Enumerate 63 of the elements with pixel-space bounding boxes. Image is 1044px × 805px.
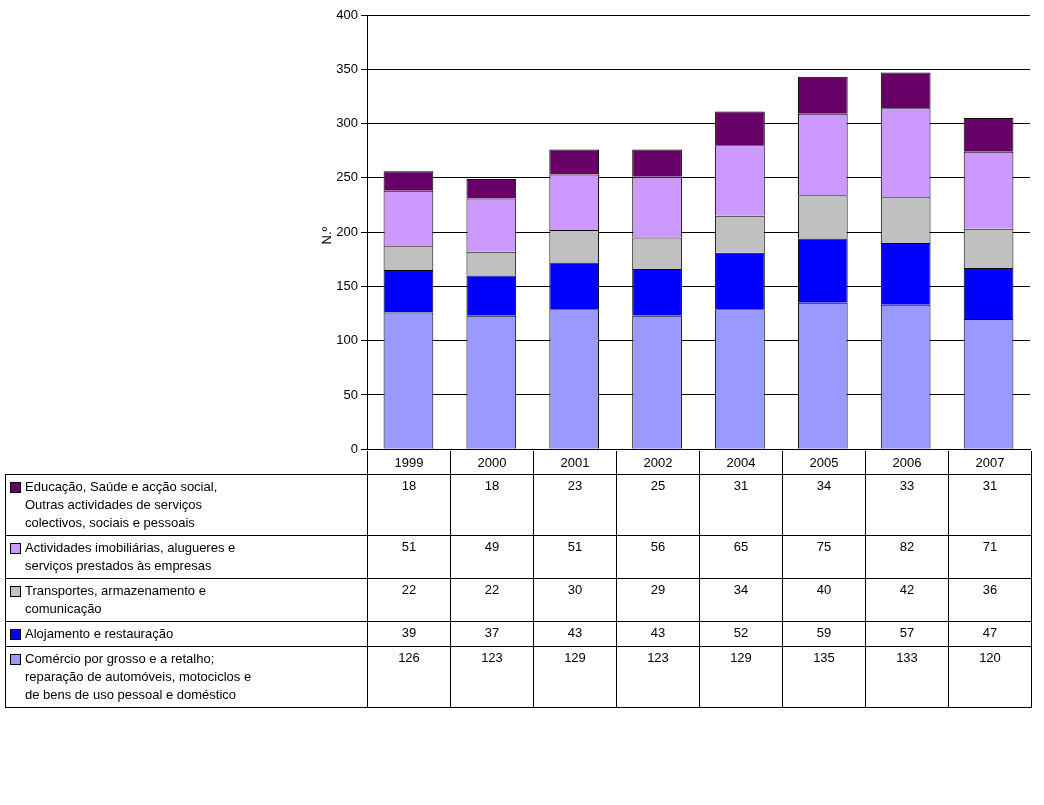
legend-label: Transportes, armazenamento e comunicação: [25, 582, 207, 618]
data-label: 43: [616, 621, 700, 647]
y-tick-label: 50: [343, 386, 358, 402]
data-label: 123: [450, 646, 534, 708]
data-label: 30: [533, 578, 617, 622]
data-label: 22: [450, 578, 534, 622]
y-tick-label: 0: [350, 440, 358, 456]
data-label: 33: [865, 474, 949, 536]
data-label: 129: [533, 646, 617, 708]
x-tick-label: 2004: [699, 451, 783, 475]
x-tick-label: 2005: [782, 451, 866, 475]
data-label: 39: [367, 621, 451, 647]
data-label: 36: [948, 578, 1032, 622]
data-label: 23: [533, 474, 617, 536]
data-label: 129: [699, 646, 783, 708]
data-label: 29: [616, 578, 700, 622]
x-tick-label: 1999: [367, 451, 451, 475]
data-label: 34: [699, 578, 783, 622]
y-tick-label: 100: [336, 332, 358, 348]
data-label: 43: [533, 621, 617, 647]
y-tick-label: 350: [336, 60, 358, 76]
x-tick-label: 2006: [865, 451, 949, 475]
data-label: 51: [533, 535, 617, 579]
data-label: 135: [782, 646, 866, 708]
x-tick-label: 2007: [948, 451, 1032, 475]
data-label: 52: [699, 621, 783, 647]
data-label: 56: [616, 535, 700, 579]
data-label: 133: [865, 646, 949, 708]
data-label: 71: [948, 535, 1032, 579]
data-label: 22: [367, 578, 451, 622]
data-label: 18: [367, 474, 451, 536]
data-label: 57: [865, 621, 949, 647]
y-tick-label: 250: [336, 169, 358, 185]
data-label: 47: [948, 621, 1032, 647]
data-label: 120: [948, 646, 1032, 708]
data-label: 40: [782, 578, 866, 622]
x-tick-label: 2000: [450, 451, 534, 475]
legend-label: Alojamento e restauração: [25, 625, 174, 643]
data-label: 75: [782, 535, 866, 579]
data-label: 31: [699, 474, 783, 536]
x-tick-label: 2002: [616, 451, 700, 475]
data-label: 65: [699, 535, 783, 579]
y-axis-title: N.º: [319, 226, 335, 245]
data-label: 49: [450, 535, 534, 579]
y-tick-label: 200: [336, 223, 358, 239]
data-label: 25: [616, 474, 700, 536]
data-label: 42: [865, 578, 949, 622]
data-label: 51: [367, 535, 451, 579]
data-label: 18: [450, 474, 534, 536]
data-label: 82: [865, 535, 949, 579]
data-label: 34: [782, 474, 866, 536]
legend-label: Educação, Saúde e acção social, Outras actividades de serviços colectivos, sociais e pessoais: [25, 478, 219, 532]
data-label: 31: [948, 474, 1032, 536]
y-tick-label: 150: [336, 277, 358, 293]
data-label: 59: [782, 621, 866, 647]
legend-label: Comércio por grosso e a retalho; reparação de automóveis, motociclos e de bens de uso pessoal e doméstico: [25, 650, 253, 704]
data-label: 123: [616, 646, 700, 708]
data-label: 37: [450, 621, 534, 647]
data-label: 126: [367, 646, 451, 708]
legend-label: Actividades imobiliárias, alugueres e serviços prestados às empresas: [25, 539, 237, 575]
y-tick-label: 400: [336, 6, 358, 22]
y-tick-label: 300: [336, 115, 358, 131]
x-tick-label: 2001: [533, 451, 617, 475]
